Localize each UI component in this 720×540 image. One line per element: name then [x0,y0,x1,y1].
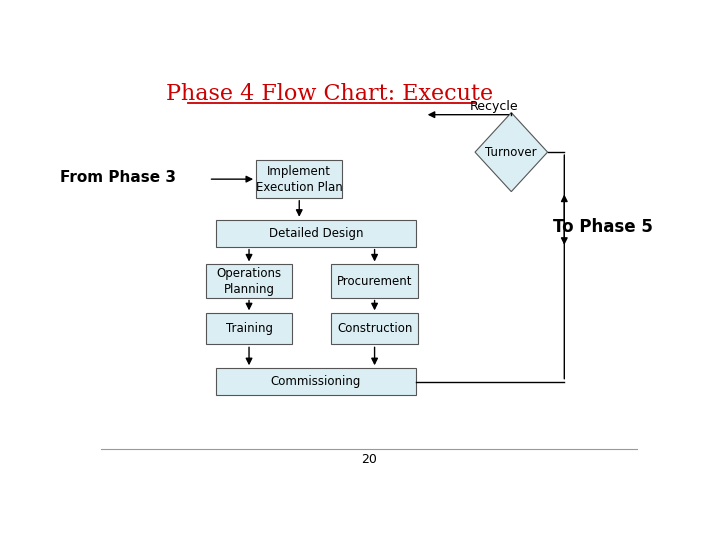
Text: Training: Training [225,322,273,335]
Text: Phase 4 Flow Chart: Execute: Phase 4 Flow Chart: Execute [166,83,493,105]
FancyBboxPatch shape [256,160,343,198]
Text: Construction: Construction [337,322,413,335]
Text: Commissioning: Commissioning [271,375,361,388]
Text: Turnover: Turnover [485,146,537,159]
Text: From Phase 3: From Phase 3 [60,171,176,185]
FancyBboxPatch shape [215,220,416,247]
FancyBboxPatch shape [331,265,418,298]
Text: Procurement: Procurement [337,274,413,287]
FancyBboxPatch shape [206,265,292,298]
Text: Detailed Design: Detailed Design [269,227,364,240]
Text: Operations
Planning: Operations Planning [217,267,282,295]
Polygon shape [475,113,548,192]
Text: Implement
Execution Plan: Implement Execution Plan [256,165,343,194]
Text: To Phase 5: To Phase 5 [553,218,653,236]
FancyBboxPatch shape [215,368,416,395]
FancyBboxPatch shape [331,313,418,345]
Text: Recycle: Recycle [469,100,518,113]
FancyBboxPatch shape [206,313,292,345]
Text: 20: 20 [361,453,377,466]
